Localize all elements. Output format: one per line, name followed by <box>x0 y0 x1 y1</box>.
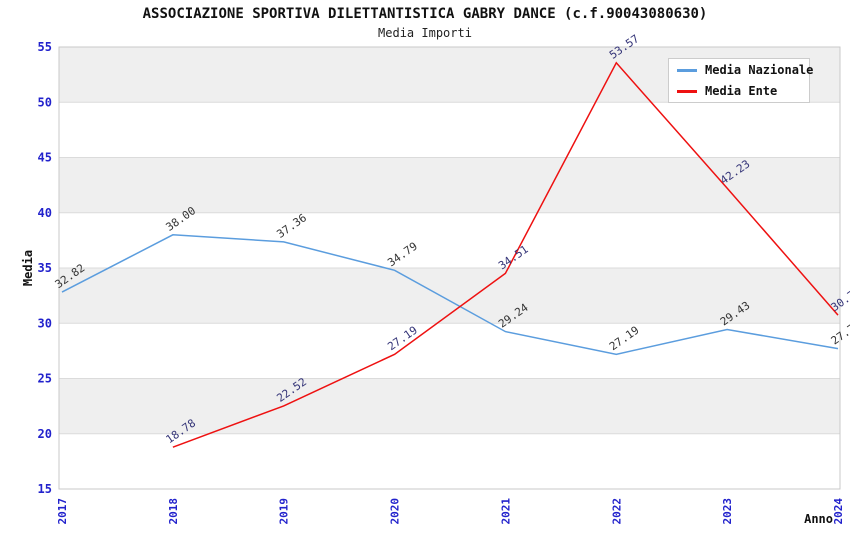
x-tick-label: 2022 <box>610 498 623 525</box>
x-tick-label: 2019 <box>278 498 291 525</box>
legend-swatch-media-nazionale <box>677 68 697 72</box>
x-tick-label: 2023 <box>721 498 734 525</box>
y-tick-label: 40 <box>38 206 52 220</box>
x-tick-label: 2020 <box>389 498 402 525</box>
x-tick-label: 2017 <box>56 498 69 525</box>
legend-swatch-media-ente <box>677 89 697 93</box>
data-label: 37.36 <box>274 211 309 241</box>
y-tick-label: 20 <box>38 427 52 441</box>
series-line-media-ente <box>172 61 839 448</box>
series-line-media-nazionale <box>61 234 839 356</box>
y-tick-label: 15 <box>38 482 52 496</box>
chart-title: ASSOCIAZIONE SPORTIVA DILETTANTISTICA GA… <box>142 6 708 22</box>
data-label: 27.19 <box>607 324 642 354</box>
grid-band <box>59 157 840 213</box>
grid-band <box>59 378 840 434</box>
y-tick-label: 45 <box>38 151 52 165</box>
legend-label: Media Ente <box>705 84 778 98</box>
x-axis-title: Anno <box>804 512 833 526</box>
y-tick-label: 50 <box>38 95 52 109</box>
chart-subtitle: Media Importi <box>378 26 472 40</box>
y-tick-label: 35 <box>38 261 52 275</box>
legend: Media Nazionale Media Ente <box>668 58 813 103</box>
y-tick-label: 55 <box>38 40 52 54</box>
data-label: 34.79 <box>385 240 420 270</box>
x-tick-label: 2021 <box>499 498 512 525</box>
plot-border <box>58 46 841 490</box>
legend-item-media-ente: Media Ente <box>677 84 801 98</box>
y-tick-label: 25 <box>38 372 52 386</box>
legend-label: Media Nazionale <box>705 63 814 77</box>
x-tick-label: 2024 <box>832 498 845 525</box>
legend-item-media-nazionale: Media Nazionale <box>677 63 813 77</box>
y-axis-title: Media <box>21 250 35 286</box>
x-tick-label: 2018 <box>167 498 180 525</box>
y-tick-label: 30 <box>38 316 52 330</box>
